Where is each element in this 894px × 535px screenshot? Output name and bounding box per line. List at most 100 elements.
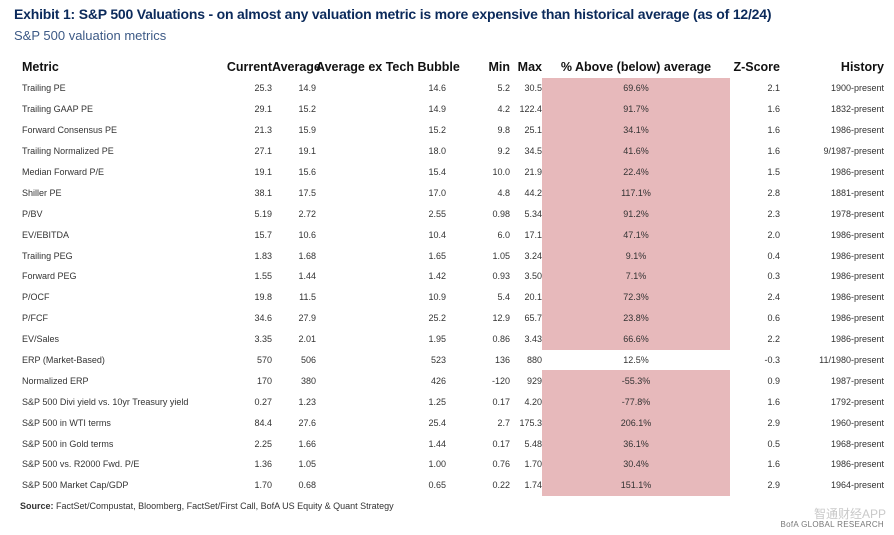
cell-history: 1881-present <box>830 187 884 198</box>
table-row: Normalized ERP 170 380 426 -120 929 -55.3% 0.9 1… <box>16 370 888 392</box>
cell-current: 0.27 <box>254 396 272 407</box>
cell-min: 4.8 <box>497 187 510 198</box>
cell-current: 5.19 <box>254 208 272 219</box>
cell-min: 10.0 <box>492 167 510 177</box>
cell-average-ex-tech: 14.9 <box>428 104 446 115</box>
cell-metric: P/OCF <box>22 292 50 303</box>
cell-z-score: 2.9 <box>767 417 780 428</box>
cell-current: 1.70 <box>254 480 272 491</box>
table-row: S&P 500 in Gold terms 2.25 1.66 1.44 0.17 5.4… <box>16 433 888 455</box>
cell-average-ex-tech: 25.4 <box>428 417 446 428</box>
cell-metric: Median Forward P/E <box>22 167 105 177</box>
cell-pct-above: -55.3% <box>542 370 730 392</box>
cell-min: 12.9 <box>492 313 510 324</box>
cell-average: 380 <box>300 375 316 386</box>
header-average-ex-tech: Average ex Tech Bubble <box>316 60 460 74</box>
cell-z-score: -0.3 <box>764 355 780 366</box>
exhibit-subtitle: S&P 500 valuation metrics <box>14 28 167 43</box>
table-row: Trailing PE 25.3 14.9 14.6 5.2 30.5 69.6% 2.1 19… <box>16 78 888 99</box>
exhibit-title: Exhibit 1: S&P 500 Valuations - on almos… <box>14 6 772 22</box>
cell-current: 2.25 <box>254 438 272 449</box>
cell-current: 38.1 <box>254 187 272 198</box>
cell-average: 15.6 <box>298 167 316 177</box>
cell-average-ex-tech: 426 <box>430 375 446 386</box>
cell-average: 27.6 <box>298 417 316 428</box>
cell-average-ex-tech: 10.9 <box>428 292 446 303</box>
cell-max: 20.1 <box>524 292 542 303</box>
header-z-score: Z-Score <box>733 60 780 74</box>
cell-max: 25.1 <box>524 125 542 136</box>
cell-history: 1960-present <box>830 417 884 428</box>
table-row: P/BV 5.19 2.72 2.55 0.98 5.34 91.2% 2.3 1978-pre… <box>16 203 888 225</box>
cell-min: 1.05 <box>492 250 510 261</box>
cell-metric: P/FCF <box>22 313 48 324</box>
cell-metric: Forward Consensus PE <box>22 125 118 136</box>
cell-z-score: 0.3 <box>767 271 780 282</box>
cell-metric: EV/Sales <box>22 334 60 345</box>
cell-min: 0.76 <box>492 459 510 470</box>
cell-average-ex-tech: 523 <box>430 355 446 366</box>
cell-metric: Trailing PE <box>22 83 66 94</box>
cell-z-score: 0.6 <box>767 313 780 324</box>
cell-max: 3.50 <box>524 271 542 282</box>
cell-metric: S&P 500 in Gold terms <box>22 438 114 449</box>
table-row: Forward PEG 1.55 1.44 1.42 0.93 3.50 7.1% 0.3 19… <box>16 266 888 287</box>
cell-z-score: 0.9 <box>767 375 780 386</box>
cell-z-score: 2.3 <box>767 208 780 219</box>
cell-history: 1978-present <box>830 208 884 219</box>
cell-z-score: 0.5 <box>767 438 780 449</box>
cell-metric: Trailing PEG <box>22 250 73 261</box>
cell-min: 4.2 <box>497 104 510 115</box>
cell-current: 570 <box>256 355 272 366</box>
cell-average: 1.05 <box>298 459 316 470</box>
cell-history: 1986-present <box>830 459 884 470</box>
cell-average: 1.44 <box>298 271 316 282</box>
cell-history: 1986-present <box>830 313 884 324</box>
table-body: Trailing PE 25.3 14.9 14.6 5.2 30.5 69.6% 2.1 19… <box>16 78 888 496</box>
cell-max: 122.4 <box>519 104 542 115</box>
table-header-row: Metric Current Average Average ex Tech B… <box>16 56 888 78</box>
cell-max: 1.74 <box>524 480 542 491</box>
cell-current: 19.1 <box>254 167 272 177</box>
cell-average-ex-tech: 1.00 <box>428 459 446 470</box>
cell-current: 170 <box>256 375 272 386</box>
cell-pct-above: 91.7% <box>542 98 730 120</box>
cell-history: 1986-present <box>830 271 884 282</box>
cell-history: 1986-present <box>830 125 884 136</box>
cell-average-ex-tech: 2.55 <box>428 208 446 219</box>
source-text: FactSet/Compustat, Bloomberg, FactSet/Fi… <box>56 501 394 511</box>
cell-average-ex-tech: 1.42 <box>428 271 446 282</box>
cell-history: 1792-present <box>830 396 884 407</box>
cell-average-ex-tech: 14.6 <box>428 83 446 94</box>
cell-current: 25.3 <box>254 83 272 94</box>
cell-max: 175.3 <box>519 417 542 428</box>
cell-current: 1.36 <box>254 459 272 470</box>
cell-average: 0.68 <box>298 480 316 491</box>
cell-pct-above: 41.6% <box>542 140 730 162</box>
cell-average-ex-tech: 17.0 <box>428 187 446 198</box>
cell-pct-above: 30.4% <box>542 454 730 475</box>
cell-average: 1.66 <box>298 438 316 449</box>
cell-pct-above: 34.1% <box>542 119 730 141</box>
table-row: Trailing PEG 1.83 1.68 1.65 1.05 3.24 9.1% 0.4 1… <box>16 245 888 267</box>
cell-average-ex-tech: 15.2 <box>428 125 446 136</box>
cell-average: 15.9 <box>298 125 316 136</box>
cell-pct-above: 12.5% <box>623 355 649 366</box>
cell-pct-above: 91.2% <box>542 203 730 225</box>
cell-average-ex-tech: 1.44 <box>428 438 446 449</box>
cell-pct-above: 7.1% <box>542 266 730 287</box>
table-row: EV/Sales 3.35 2.01 1.95 0.86 3.43 66.6% 2.2 1986… <box>16 328 888 350</box>
cell-history: 1986-present <box>830 229 884 240</box>
cell-min: 5.4 <box>497 292 510 303</box>
cell-average: 14.9 <box>298 83 316 94</box>
cell-min: 0.17 <box>492 396 510 407</box>
cell-max: 5.48 <box>524 438 542 449</box>
cell-average: 15.2 <box>298 104 316 115</box>
cell-pct-above: 151.1% <box>542 474 730 496</box>
cell-metric: S&P 500 vs. R2000 Fwd. P/E <box>22 459 140 470</box>
valuation-table: Metric Current Average Average ex Tech B… <box>16 56 888 496</box>
cell-average-ex-tech: 1.95 <box>428 334 446 345</box>
cell-z-score: 2.1 <box>767 83 780 94</box>
header-min: Min <box>488 60 510 74</box>
cell-pct-above: 66.6% <box>542 328 730 350</box>
